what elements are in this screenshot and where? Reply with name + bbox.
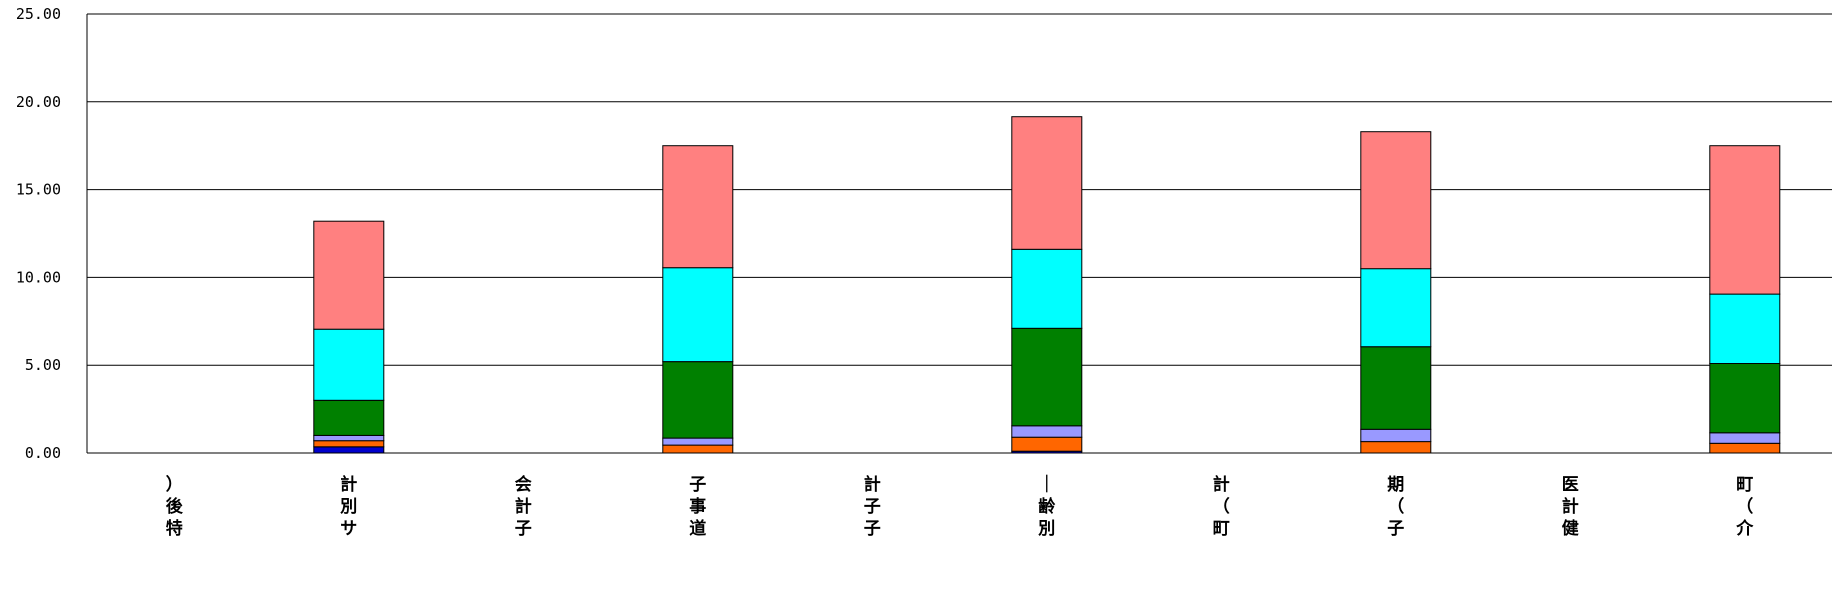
bar-segment-9-5 — [1709, 145, 1781, 295]
bar-segment-1-4 — [313, 328, 385, 401]
x-category-char: 会 — [515, 474, 532, 495]
bars — [313, 116, 1781, 454]
x-category-char: 計 — [340, 474, 357, 495]
y-tick-label: 15.00 — [16, 181, 61, 199]
y-tick-label: 20.00 — [16, 93, 61, 111]
x-category-char: 後 — [166, 496, 184, 517]
x-category-label: 計子子 — [864, 474, 881, 539]
x-category-label: ｜齢別 — [1037, 474, 1056, 539]
x-category-char: サ — [340, 519, 357, 539]
bar-segment-7-1 — [1360, 441, 1432, 454]
y-tick-label: 25.00 — [16, 5, 61, 23]
x-category-char: 子 — [864, 519, 881, 539]
bar-segment-7-5 — [1360, 131, 1432, 270]
bar-segment-7-4 — [1360, 268, 1432, 348]
bar-segment-1-3 — [313, 399, 385, 436]
x-category-char: 町 — [1736, 475, 1753, 495]
x-category-label: 医計健 — [1562, 475, 1579, 539]
x-category-char: 子 — [689, 475, 706, 495]
x-category-char: ） — [166, 474, 183, 495]
x-category-char: 健 — [1562, 518, 1579, 539]
x-category-char: 事 — [689, 497, 706, 517]
x-category-char: 計 — [515, 496, 532, 517]
x-category-char: 子 — [515, 519, 532, 539]
bar-segment-3-4 — [662, 267, 734, 363]
bar-segment-1-2 — [313, 434, 385, 442]
x-category-char: （ — [1213, 496, 1230, 517]
bar-segment-7-2 — [1360, 428, 1432, 443]
bar-segment-5-3 — [1011, 327, 1083, 427]
y-tick-label: 10.00 — [16, 268, 61, 286]
x-category-label: 町（介 — [1735, 475, 1754, 539]
x-category-char: 子 — [864, 497, 881, 517]
bar-segment-1-1 — [313, 440, 385, 448]
x-category-char: 齢 — [1038, 496, 1056, 517]
x-category-label: ）後特 — [166, 474, 184, 539]
bar-segment-5-2 — [1011, 425, 1083, 438]
bar-segment-1-0 — [313, 446, 385, 454]
x-category-label: 会計子 — [515, 474, 532, 539]
x-category-label: 期（子 — [1387, 475, 1404, 539]
x-category-label: 計別サ — [339, 474, 357, 539]
y-tick-label: 5.00 — [25, 356, 61, 374]
x-category-char: 町 — [1213, 519, 1230, 539]
x-category-char: 介 — [1735, 518, 1754, 539]
bar-segment-3-1 — [662, 444, 734, 454]
bar-segment-9-2 — [1709, 432, 1781, 444]
bar-segment-5-5 — [1011, 116, 1083, 250]
bar-segment-3-2 — [662, 437, 734, 446]
x-category-char: 別 — [339, 497, 357, 517]
x-category-char: 期 — [1387, 475, 1404, 495]
x-category-char: 道 — [689, 518, 706, 539]
bar-segment-7-3 — [1360, 346, 1432, 430]
bar-segment-9-1 — [1709, 442, 1781, 454]
x-category-char: 計 — [1562, 496, 1579, 517]
bar-segment-1-5 — [313, 220, 385, 330]
x-category-char: ｜ — [1038, 474, 1055, 495]
x-category-char: 計 — [864, 474, 881, 495]
bar-segment-9-4 — [1709, 293, 1781, 365]
x-category-char: （ — [1387, 496, 1404, 517]
x-category-char: 医 — [1562, 475, 1579, 495]
bar-segment-3-3 — [662, 361, 734, 439]
bar-segment-5-1 — [1011, 436, 1083, 452]
x-category-char: 計 — [1213, 474, 1230, 495]
x-category-char: （ — [1736, 496, 1753, 517]
x-category-char: 別 — [1037, 519, 1055, 539]
x-category-char: 特 — [166, 518, 183, 539]
bar-segment-5-4 — [1011, 248, 1083, 329]
y-tick-label: 0.00 — [25, 444, 61, 462]
x-category-label: 子事道 — [689, 475, 706, 539]
bar-segment-3-5 — [662, 145, 734, 269]
bar-segment-9-3 — [1709, 362, 1781, 434]
x-category-label: 計（町 — [1213, 474, 1230, 539]
y-axis-ticks: 0.00 5.00 10.00 15.00 20.00 25.00 — [16, 5, 61, 462]
x-category-char: 子 — [1387, 519, 1404, 539]
